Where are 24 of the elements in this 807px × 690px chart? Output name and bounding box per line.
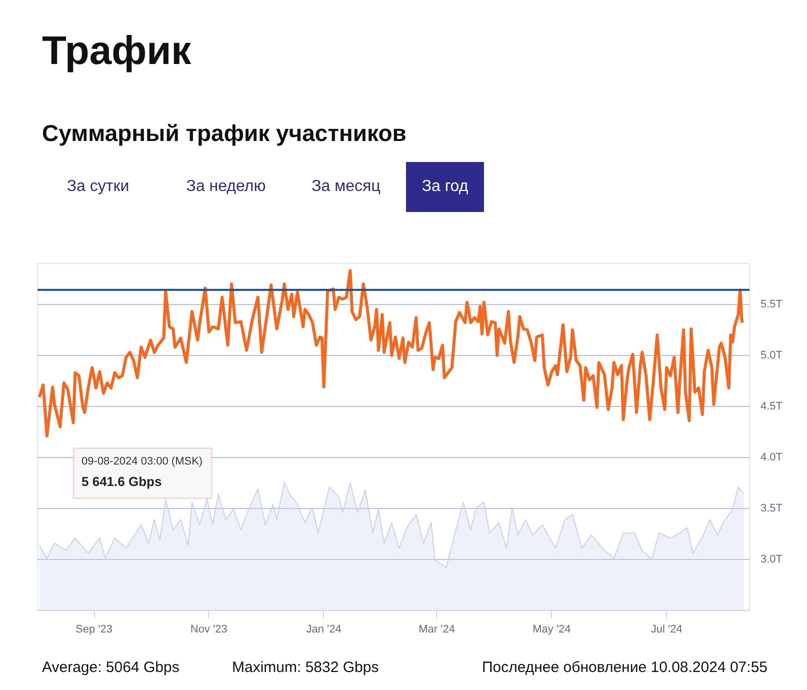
x-tick-label: Jan '24 — [306, 624, 342, 636]
y-tick-label: 4.0T — [760, 451, 783, 464]
x-tick-label: Jul '24 — [650, 624, 682, 636]
annotation: 09-08-2024 03:00 (MSK) — [82, 456, 203, 468]
chart-subtitle: Суммарный трафик участников — [42, 119, 406, 148]
x-tick-label: May '24 — [532, 624, 571, 636]
y-tick-label: 5.0T — [760, 349, 783, 362]
y-tick-label: 4.5T — [760, 400, 783, 412]
text: За год — [422, 177, 468, 197]
y-tick-label: 3.5T — [760, 502, 783, 514]
text: Последнее обновление 10.08.2024 07:55 — [482, 658, 768, 678]
annotation: 5 641.6 Gbps — [82, 474, 162, 490]
x-tick-label: Sep '23 — [76, 624, 112, 636]
y-tick-label: 3.0T — [760, 553, 783, 566]
y-tick-label: 5.5T — [760, 298, 783, 310]
x-tick-label: Nov '23 — [190, 624, 228, 636]
chart-title: Трафик — [42, 28, 192, 75]
text: За сутки — [66, 177, 130, 197]
x-tick-label: Mar '24 — [418, 624, 455, 636]
text: Average: 5064 Gbps — [42, 658, 180, 678]
line-series — [38, 269, 744, 438]
text: За месяц — [312, 177, 380, 197]
text: За неделю — [186, 177, 266, 197]
text: Maximum: 5832 Gbps — [232, 658, 379, 678]
